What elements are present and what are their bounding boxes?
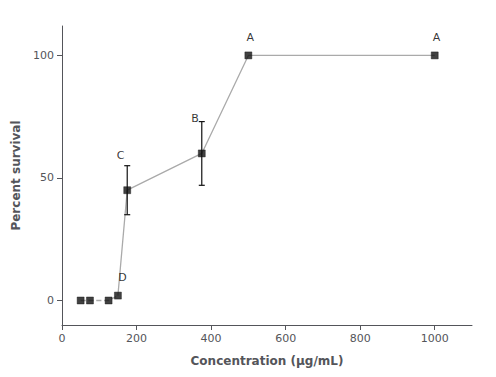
svg-text:600: 600 bbox=[275, 332, 296, 345]
svg-text:B: B bbox=[191, 112, 199, 125]
svg-text:1000: 1000 bbox=[421, 332, 449, 345]
svg-text:100: 100 bbox=[33, 49, 54, 62]
svg-text:Percent survival: Percent survival bbox=[9, 120, 23, 230]
svg-text:400: 400 bbox=[201, 332, 222, 345]
svg-text:0: 0 bbox=[47, 294, 54, 307]
svg-text:D: D bbox=[118, 271, 126, 284]
svg-text:50: 50 bbox=[40, 171, 54, 184]
svg-text:Concentration (μg/mL): Concentration (μg/mL) bbox=[191, 354, 344, 368]
svg-text:C: C bbox=[117, 149, 125, 162]
svg-text:800: 800 bbox=[350, 332, 371, 345]
svg-text:200: 200 bbox=[126, 332, 147, 345]
svg-text:A: A bbox=[433, 31, 441, 44]
svg-text:A: A bbox=[246, 31, 254, 44]
svg-text:0: 0 bbox=[59, 332, 66, 345]
